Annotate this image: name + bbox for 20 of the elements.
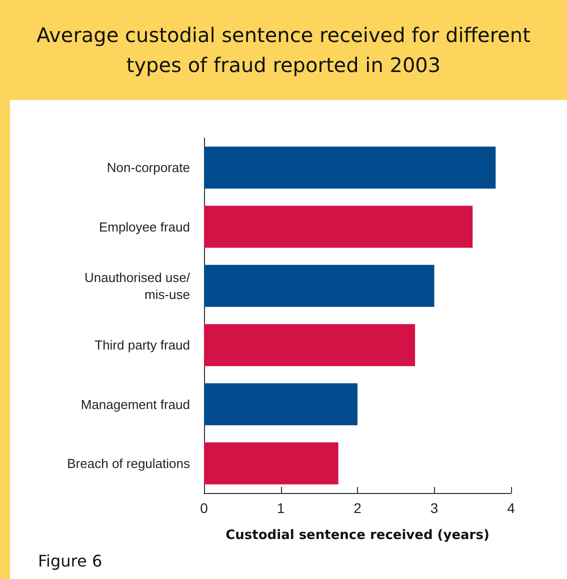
y-tick-label: Breach of regulations	[67, 456, 190, 471]
x-tick-label: 4	[507, 500, 516, 516]
y-tick-label: Employee fraud	[98, 219, 190, 234]
y-tick-label: Non-corporate	[106, 160, 190, 176]
x-tick-label: 2	[354, 500, 362, 516]
bar	[204, 442, 338, 484]
bar	[204, 264, 434, 307]
y-tick-label: Unauthorised use/mis-use	[84, 270, 190, 302]
y-tick-label: Third party fraud	[94, 338, 190, 353]
x-tick-label: 3	[430, 500, 438, 516]
x-tick-label: 1	[276, 500, 285, 516]
chart-title: Average custodial sentence received for different types of fraud reported in 2003	[36, 22, 532, 79]
bar	[204, 206, 473, 248]
caption: Figure 6	[38, 552, 102, 570]
x-axis-title: Custodial sentence received (years)	[226, 528, 490, 543]
bar	[204, 383, 358, 426]
x-tick-label: 0	[200, 500, 208, 516]
y-tick-label: Management fraud	[80, 396, 190, 412]
bar	[204, 324, 416, 366]
bar	[204, 146, 496, 189]
